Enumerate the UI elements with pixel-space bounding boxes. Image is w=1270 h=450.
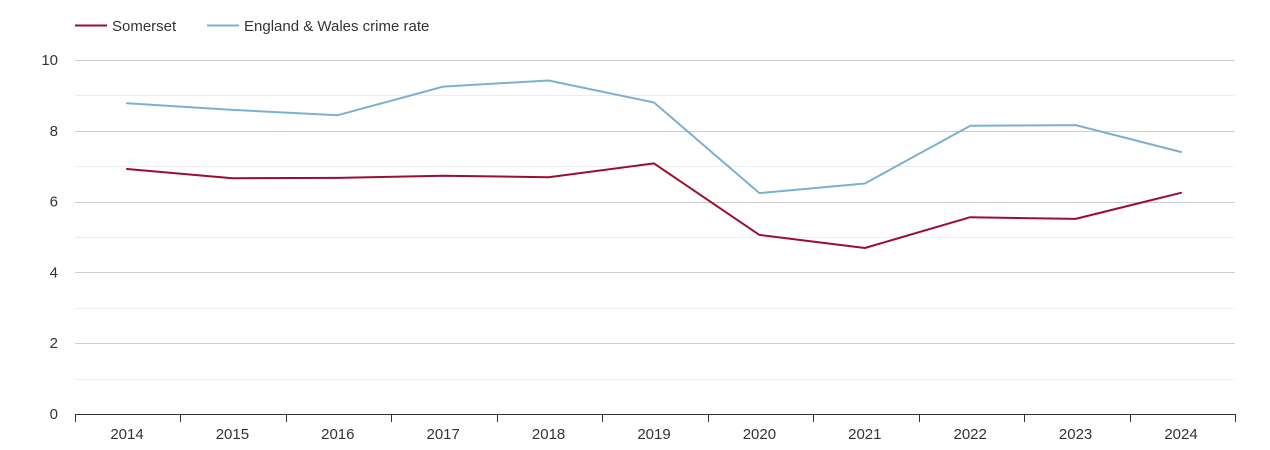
axes: 0 2 4 6 8 10 2014 2015 2016 2017 2018 2019 2020 2021 2… bbox=[41, 52, 1236, 443]
legend-label: England & Wales crime rate bbox=[244, 18, 429, 35]
series-line-somerset[interactable] bbox=[126, 162, 1182, 249]
x-tick-label: 2014 bbox=[110, 426, 143, 443]
y-tick-label: 10 bbox=[41, 52, 58, 69]
legend-label: Somerset bbox=[112, 18, 177, 35]
x-tick-label: 2022 bbox=[954, 426, 987, 443]
x-tick-label: 2019 bbox=[637, 426, 670, 443]
x-tick-label: 2016 bbox=[321, 426, 354, 443]
legend-item-england-wales[interactable]: England & Wales crime rate bbox=[207, 18, 429, 35]
gridlines bbox=[75, 60, 1235, 380]
x-tick-label: 2023 bbox=[1059, 426, 1092, 443]
y-tick-label: 2 bbox=[50, 335, 58, 352]
x-tick-label: 2015 bbox=[216, 426, 249, 443]
series-line-england-wales[interactable] bbox=[126, 79, 1182, 195]
y-tick-label: 0 bbox=[50, 406, 58, 423]
x-tick-label: 2024 bbox=[1164, 426, 1197, 443]
y-tick-label: 8 bbox=[50, 123, 58, 140]
x-tick-label: 2020 bbox=[743, 426, 776, 443]
y-tick-label: 4 bbox=[50, 264, 58, 281]
series-lines bbox=[126, 79, 1182, 249]
legend: Somerset England & Wales crime rate bbox=[75, 18, 429, 35]
legend-item-somerset[interactable]: Somerset bbox=[75, 18, 177, 35]
x-tick-label: 2021 bbox=[848, 426, 881, 443]
y-tick-label: 6 bbox=[50, 194, 58, 211]
x-tick-label: 2018 bbox=[532, 426, 565, 443]
x-tick-label: 2017 bbox=[427, 426, 460, 443]
